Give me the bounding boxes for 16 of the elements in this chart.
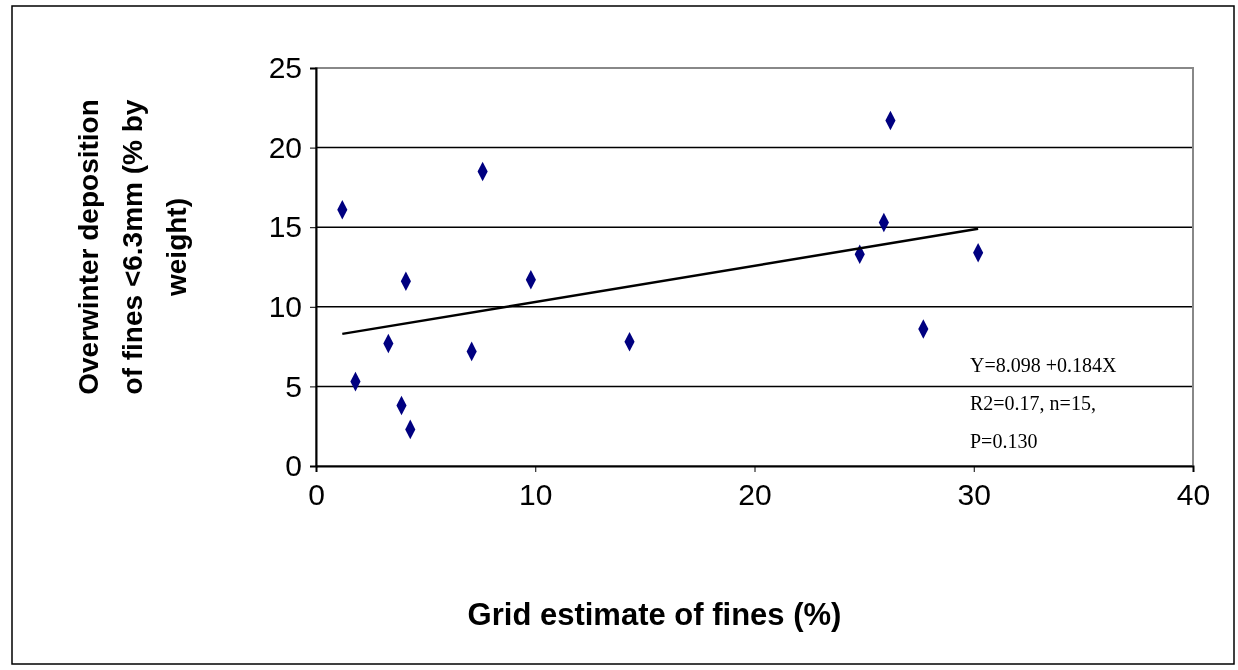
y-axis-title: Overwinter deposition of fines <6.3mm (% by weight)	[73, 99, 192, 395]
y-tick-label: 25	[268, 51, 302, 85]
annotation: R2=0.17, n=15,	[970, 392, 1096, 414]
annotation: Y=8.098 +0.184X	[970, 354, 1117, 376]
y-tick-label: 0	[285, 449, 302, 483]
x-tick-label: 0	[308, 478, 325, 512]
y-tick-label: 20	[268, 130, 302, 164]
x-tick-label: 20	[738, 478, 772, 512]
y-tick-label: 10	[268, 289, 302, 323]
x-tick-label: 10	[519, 478, 553, 512]
x-tick-label: 40	[1176, 478, 1211, 512]
y-tick-label: 15	[268, 210, 302, 244]
y-tick-label: 5	[285, 369, 302, 403]
annotation: P=0.130	[970, 430, 1038, 452]
x-tick-label: 30	[957, 478, 991, 512]
x-axis-title: Grid estimate of fines (%)	[467, 597, 842, 632]
